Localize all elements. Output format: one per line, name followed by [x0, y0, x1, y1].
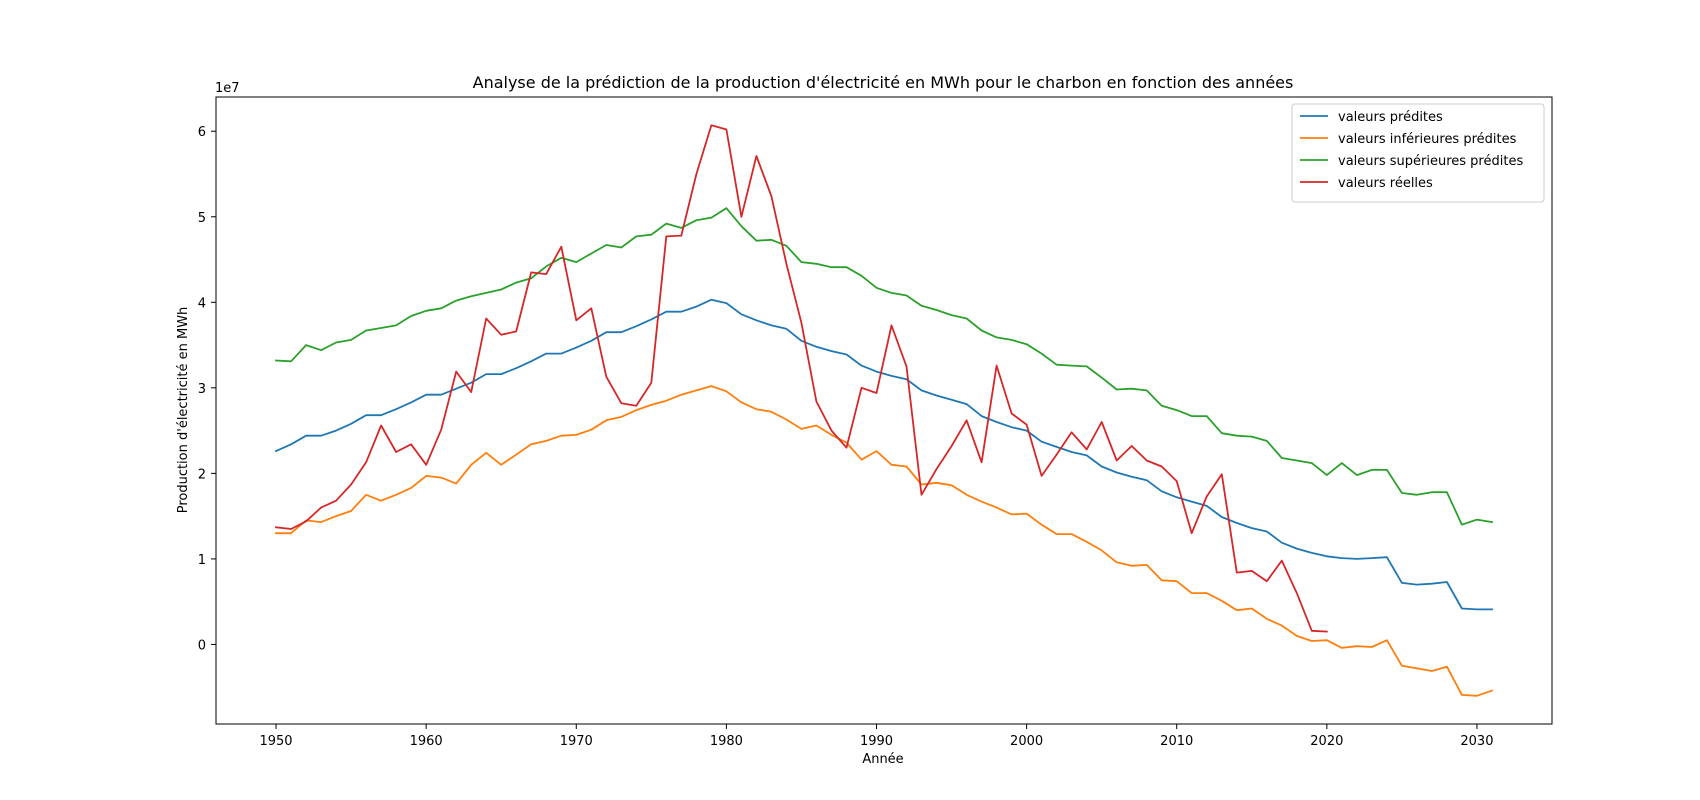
y-tick-label: 4: [198, 296, 206, 311]
x-tick-label: 2030: [1460, 734, 1493, 749]
x-axis-label: Année: [862, 752, 903, 767]
y-tick-label: 6: [198, 125, 206, 140]
x-tick-label: 1970: [560, 734, 593, 749]
legend-entry-label: valeurs supérieures prédites: [1338, 154, 1523, 169]
y-tick-label: 3: [198, 382, 206, 397]
plot-series-group: [274, 124, 1494, 697]
y-tick-label: 2: [198, 467, 206, 482]
y-tick-label: 5: [198, 211, 206, 226]
y-tick-label: 1: [198, 553, 206, 568]
y-tick-label: 0: [198, 638, 206, 653]
plot-area-frame: [215, 96, 1553, 725]
legend-entry-label: valeurs inférieures prédites: [1338, 132, 1517, 147]
series-line-1: [274, 298, 1493, 611]
series-line-3: [275, 207, 1494, 526]
y-axis-label: Production d'électricité en MWh: [176, 307, 191, 514]
x-tick-label: 2000: [1010, 734, 1043, 749]
legend: valeurs prédites valeurs inférieures préd…: [1291, 103, 1545, 203]
chart-title: Analyse de la prédiction de la productio…: [473, 73, 1294, 92]
series-line-2: [275, 385, 1494, 697]
x-tick-label: 1950: [259, 734, 292, 749]
legend-box: [1291, 103, 1545, 203]
legend-entry-label: valeurs prédites: [1338, 110, 1443, 125]
y-axis: 0 1 2 3 4 5 6: [198, 125, 216, 653]
x-tick-label: 1960: [410, 734, 443, 749]
x-tick-label: 1990: [860, 734, 893, 749]
legend-entry-label: valeurs réelles: [1338, 176, 1433, 191]
series-line-4: [275, 124, 1328, 633]
x-axis: 1950 1960 1970 1980 1990 2000 2010 2020 2030: [259, 724, 1493, 749]
x-tick-label: 2020: [1310, 734, 1343, 749]
y-axis-multiplier: 1e7: [215, 81, 240, 96]
x-tick-label: 1980: [710, 734, 743, 749]
x-tick-label: 2010: [1160, 734, 1193, 749]
